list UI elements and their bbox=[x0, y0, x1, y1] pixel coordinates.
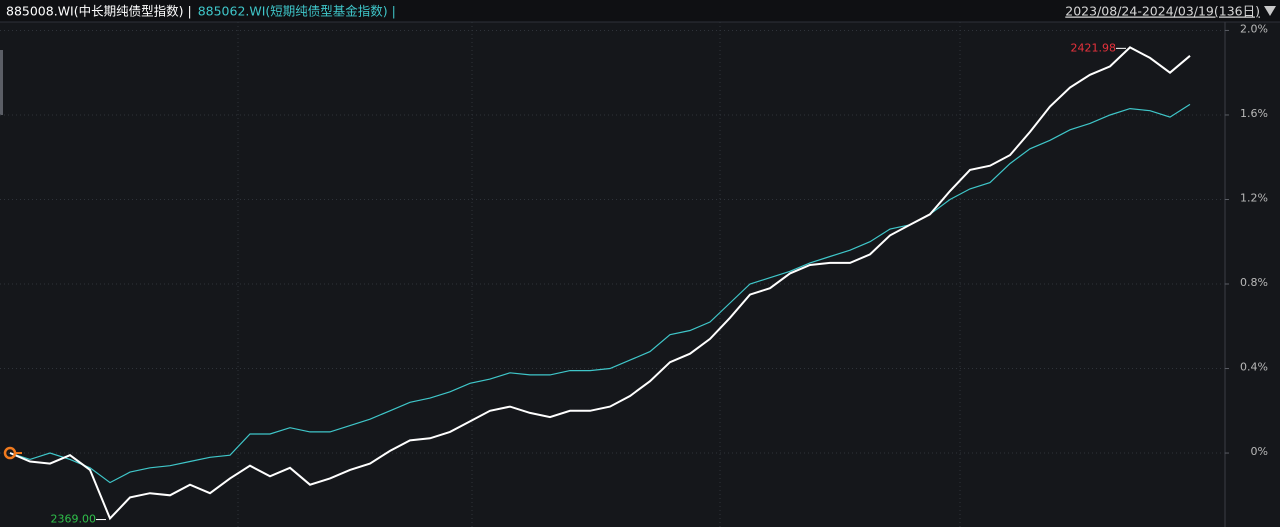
y-tick-label: 1.2% bbox=[1240, 191, 1268, 204]
y-tick-label: 2.0% bbox=[1240, 22, 1268, 35]
series-line bbox=[9, 103, 1191, 484]
legend-entry: 885008.WI(中长期纯债型指数) | bbox=[6, 4, 192, 19]
annotation: 2421.98 bbox=[1071, 41, 1117, 54]
annotation: 2369.00 bbox=[51, 513, 97, 526]
y-tick-label: 0.8% bbox=[1240, 276, 1268, 289]
y-tick-label: 0% bbox=[1251, 445, 1268, 458]
y-tick-label: 0.4% bbox=[1240, 361, 1268, 374]
legend-entry: 885062.WI(短期纯债型基金指数) | bbox=[198, 4, 396, 19]
series-line bbox=[9, 46, 1191, 521]
side-scroll bbox=[0, 50, 3, 115]
header-bar bbox=[0, 0, 1280, 22]
v-grid bbox=[237, 22, 961, 527]
dropdown-arrow[interactable] bbox=[1264, 6, 1276, 16]
y-tick-label: 1.6% bbox=[1240, 107, 1268, 120]
date-range[interactable]: 2023/08/24-2024/03/19(136日) bbox=[1065, 4, 1260, 19]
